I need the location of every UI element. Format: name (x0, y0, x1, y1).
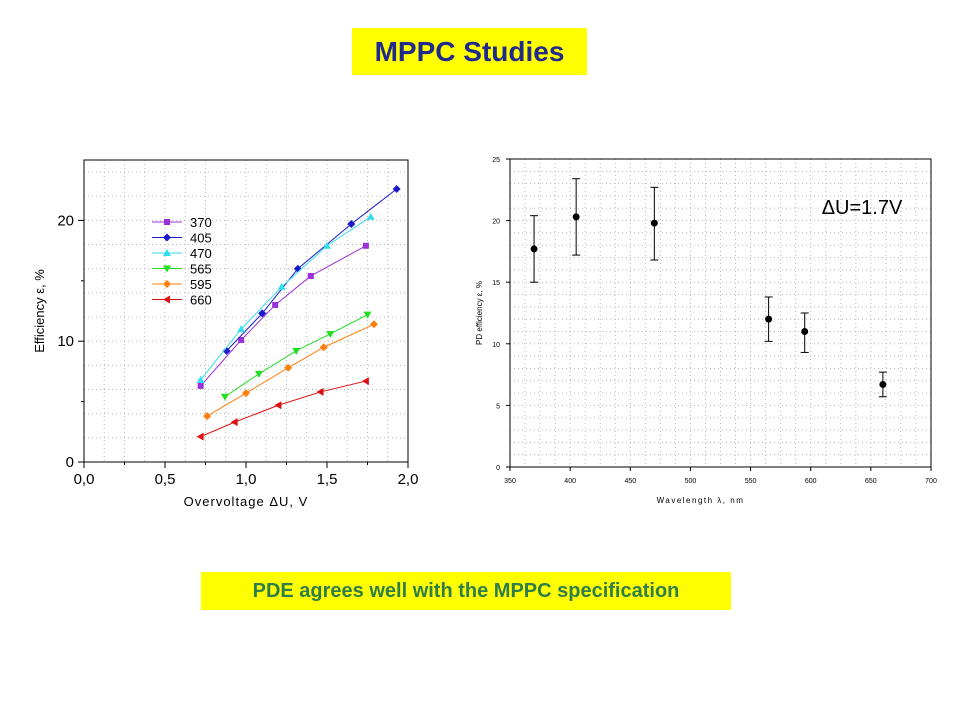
data-point (801, 327, 809, 335)
data-point (307, 272, 314, 279)
data-point (237, 325, 246, 333)
caption-banner: PDE agrees well with the MPPC specificat… (201, 572, 731, 610)
x-tick-label: 700 (925, 478, 937, 485)
title-banner: MPPC Studies (352, 28, 587, 75)
legend-label: 370 (190, 215, 212, 230)
data-point (238, 336, 245, 343)
data-point (323, 241, 331, 249)
x-tick-label: 2,0 (398, 471, 419, 488)
y-tick-label: 0 (66, 454, 74, 471)
slide-caption: PDE agrees well with the MPPC specificat… (252, 579, 680, 602)
y-tick-label: 5 (496, 403, 500, 410)
x-tick-label: 350 (504, 478, 516, 485)
data-point (203, 412, 212, 421)
data-point (254, 370, 263, 378)
x-tick-label: 600 (805, 478, 817, 485)
series-470 (196, 212, 375, 383)
chart-annotation: ΔU=1.7V (822, 197, 903, 219)
legend-label: 595 (190, 277, 212, 292)
x-tick-label: 400 (564, 478, 576, 485)
x-tick-label: 450 (624, 478, 636, 485)
data-point (258, 309, 267, 318)
data-point (347, 220, 356, 229)
efficiency-vs-wavelength-chart: 350 400 450 500 550 600 650 700 0 5 10 15 20 25 Wavele… (475, 157, 937, 505)
x-tick-label: 0,0 (74, 471, 95, 488)
y-tick-label: 20 (492, 219, 500, 226)
legend-marker (163, 295, 170, 304)
x-axis-label: Overvoltage ΔU, V (184, 494, 309, 509)
data-point (361, 377, 369, 386)
y-tick-label: 20 (57, 212, 74, 229)
data-point-group (800, 312, 809, 353)
y-tick-label: 0 (496, 465, 500, 472)
y-axis-label: Efficiency ε, % (32, 269, 47, 353)
data-point (369, 320, 378, 329)
legend-label: 565 (190, 262, 212, 277)
efficiency-vs-overvoltage-chart: 0,0 0,5 1,0 1,5 2,0 0 10 20 Overvoltage ΔU, V Eff… (32, 159, 419, 509)
series-line (200, 216, 372, 381)
legend-marker (164, 219, 170, 225)
series-405 (222, 184, 401, 355)
data-point (366, 212, 375, 220)
y-axis-label: PD efficiency ε, % (475, 281, 484, 345)
data-point (765, 315, 773, 323)
data-point-group (764, 296, 773, 342)
data-point (222, 346, 231, 355)
y-tick-label: 25 (492, 157, 500, 164)
legend-label: 470 (190, 246, 212, 261)
data-point (392, 184, 401, 193)
data-point (220, 393, 229, 401)
data-point-group (572, 178, 581, 256)
data-point (319, 343, 328, 352)
data-point (363, 311, 372, 319)
series-660 (196, 377, 369, 441)
slide-title: MPPC Studies (374, 35, 565, 67)
x-tick-label: 550 (745, 478, 757, 485)
legend-marker (163, 265, 171, 273)
data-point (284, 363, 293, 372)
y-tick-label: 15 (492, 280, 500, 287)
data-point (316, 387, 324, 396)
x-tick-label: 1,5 (317, 471, 338, 488)
data-point (292, 347, 301, 355)
data-point (572, 213, 580, 221)
data-point (196, 375, 205, 383)
data-point (230, 418, 238, 427)
y-tick-label: 10 (57, 333, 74, 350)
data-point (274, 401, 282, 410)
data-point (530, 245, 538, 253)
y-tick-label: 10 (492, 342, 500, 349)
series-565 (220, 311, 372, 401)
legend-label: 405 (190, 231, 212, 246)
data-point (272, 301, 279, 308)
series-line (206, 323, 375, 417)
series-line (226, 188, 397, 352)
data-point (196, 432, 204, 441)
legend-marker (163, 280, 171, 288)
legend-marker (163, 233, 171, 242)
data-point-group (530, 215, 539, 283)
x-axis-label: Wavelength λ, nm (657, 496, 745, 505)
data-point (650, 219, 658, 227)
x-tick-label: 1,0 (236, 471, 257, 488)
plot-frame (509, 158, 932, 468)
data-point (277, 282, 286, 290)
data-point (879, 380, 887, 388)
x-tick-label: 0,5 (155, 471, 176, 488)
x-tick-label: 500 (685, 478, 697, 485)
series-370 (197, 242, 369, 389)
x-tick-label: 650 (865, 478, 877, 485)
data-point (362, 242, 369, 249)
legend-label: 660 (190, 293, 212, 308)
data-point-group (650, 186, 659, 261)
legend-marker (163, 249, 171, 256)
series-595 (203, 320, 378, 421)
data-point (197, 382, 204, 389)
data-point (242, 389, 250, 398)
data-point-group (878, 371, 887, 398)
data-point (326, 330, 335, 338)
